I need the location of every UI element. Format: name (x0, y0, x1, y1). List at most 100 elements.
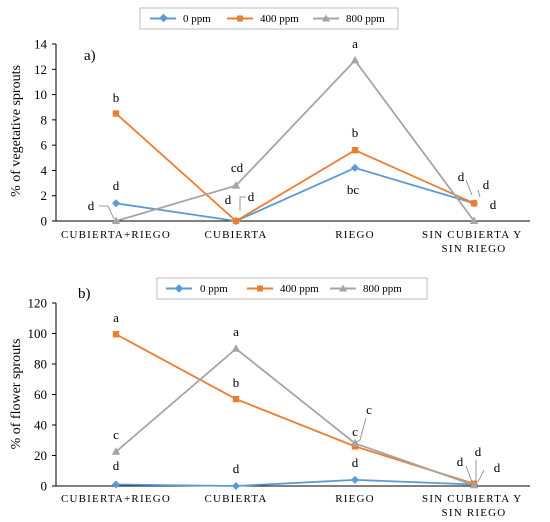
sig-label: a (352, 36, 358, 51)
legend-item-400ppm: 400 ppm (227, 13, 299, 25)
y-tick-label: 10 (34, 87, 47, 102)
annotation-leader (99, 205, 115, 220)
sig-label: cd (231, 160, 244, 175)
sig-label: d (494, 460, 501, 475)
data-point-400ppm (351, 443, 359, 450)
legend-a: 0 ppm 400 ppm 800 ppm (139, 7, 399, 30)
series-markers-a (111, 55, 479, 225)
panel-label-a: a) (84, 48, 96, 64)
x-tick-label: CUBIERTA (204, 229, 267, 241)
legend-label: 800 ppm (363, 283, 402, 295)
y-ticks-a: 0 2 4 6 8 10 12 14 (34, 37, 56, 229)
y-tick-label: 100 (28, 326, 48, 341)
sig-label: d (457, 454, 464, 469)
data-point-400ppm (351, 147, 359, 154)
x-tick-label-line: SIN CUBIERTA Y (422, 229, 522, 241)
legend-label: 0 ppm (200, 283, 228, 295)
data-point-400ppm (232, 217, 240, 225)
data-point-0ppm (232, 482, 240, 490)
data-point-0ppm (351, 163, 359, 172)
series-line-0ppm (115, 166, 475, 222)
y-tick-label: 120 (28, 296, 48, 311)
sig-label: bc (347, 182, 360, 197)
legend-item-400ppm: 400 ppm (247, 283, 319, 295)
y-tick-label: 14 (34, 37, 48, 52)
y-axis-label-b: % of flower sprouts (9, 339, 24, 450)
series-line-400ppm (115, 112, 475, 223)
x-tick-label: RIEGO (335, 229, 375, 241)
sig-label: b (352, 125, 359, 140)
data-point-400ppm (470, 200, 478, 207)
data-point-800ppm (231, 181, 241, 189)
sig-label: d (475, 444, 482, 459)
series-lines-b (115, 333, 475, 487)
legend-item-800ppm: 800 ppm (330, 283, 402, 295)
sig-label: b (233, 375, 240, 390)
y-tick-label: 6 (41, 138, 48, 153)
x-tick-label-line: SIN RIEGO (442, 507, 507, 519)
x-tick-label: SIN CUBIERTA Y SIN RIEGO (422, 493, 526, 519)
data-point-400ppm (112, 331, 120, 338)
sig-label: c (366, 402, 372, 417)
data-point-800ppm (350, 55, 360, 64)
sig-label: a (233, 324, 239, 339)
data-point-800ppm (111, 216, 121, 224)
leaders-a (99, 179, 481, 220)
legend-marker (237, 15, 243, 22)
y-tick-label: 0 (41, 214, 48, 229)
sig-label: d (225, 192, 232, 207)
chart-panel-a: 0 ppm 400 ppm 800 ppm a) % of vegetative… (9, 7, 530, 255)
sig-label: d (113, 458, 120, 473)
x-tick-labels-a: CUBIERTA+RIEGO CUBIERTA RIEGO SIN CUBIER… (61, 229, 526, 255)
annotation-leader (465, 179, 473, 196)
leaders-b (355, 417, 485, 483)
y-tick-label: 4 (41, 163, 48, 178)
legend-marker (174, 284, 184, 293)
y-tick-label: 2 (41, 188, 48, 203)
sig-label: d (483, 177, 490, 192)
annotation-leader (239, 196, 246, 211)
x-tick-label: RIEGO (335, 493, 375, 505)
y-tick-label: 0 (41, 479, 48, 494)
x-tick-label-line: SIN RIEGO (442, 243, 507, 255)
data-point-800ppm (469, 216, 479, 224)
sig-label: b (113, 90, 120, 105)
y-ticks-b: 0 20 40 60 80 100 120 (28, 296, 56, 494)
data-point-400ppm (112, 110, 120, 117)
y-tick-label: 40 (34, 418, 47, 433)
x-tick-label: SIN CUBIERTA Y SIN RIEGO (422, 229, 526, 255)
panel-label-b: b) (78, 286, 91, 302)
x-tick-label: CUBIERTA+RIEGO (61, 229, 171, 241)
sig-label: c (113, 427, 119, 442)
sig-label: d (113, 178, 120, 193)
series-line-400ppm (115, 333, 475, 485)
sig-label: c (352, 424, 358, 439)
legend-box (139, 7, 399, 30)
legend-marker (322, 14, 330, 22)
chart-panel-b: 0 ppm 400 ppm 800 ppm b) % of flower spr… (9, 277, 530, 519)
legend-marker (257, 285, 263, 292)
legend-b: 0 ppm 400 ppm 800 ppm (156, 277, 428, 300)
y-tick-label: 80 (34, 357, 47, 372)
annotations-a: b d d cd d d a b bc d d d (88, 36, 497, 213)
sig-label: a (113, 310, 119, 325)
sig-label: d (233, 461, 240, 476)
annotation-leader (355, 417, 367, 443)
sig-label: d (352, 455, 359, 470)
series-lines-a (115, 59, 475, 223)
legend-box (156, 277, 428, 300)
legend-marker (339, 284, 347, 292)
y-tick-label: 8 (41, 112, 48, 127)
sig-label: d (458, 169, 465, 184)
y-tick-label: 20 (34, 448, 47, 463)
sig-label: d (248, 189, 255, 204)
series-line-800ppm (115, 347, 475, 487)
y-tick-label: 60 (34, 387, 47, 402)
sig-label: d (88, 198, 95, 213)
data-point-0ppm (351, 475, 359, 484)
data-point-800ppm (231, 344, 241, 352)
legend-label: 400 ppm (260, 13, 299, 25)
y-axis-label-a: % of vegetative sprouts (9, 65, 24, 197)
y-tick-label: 12 (34, 62, 47, 77)
